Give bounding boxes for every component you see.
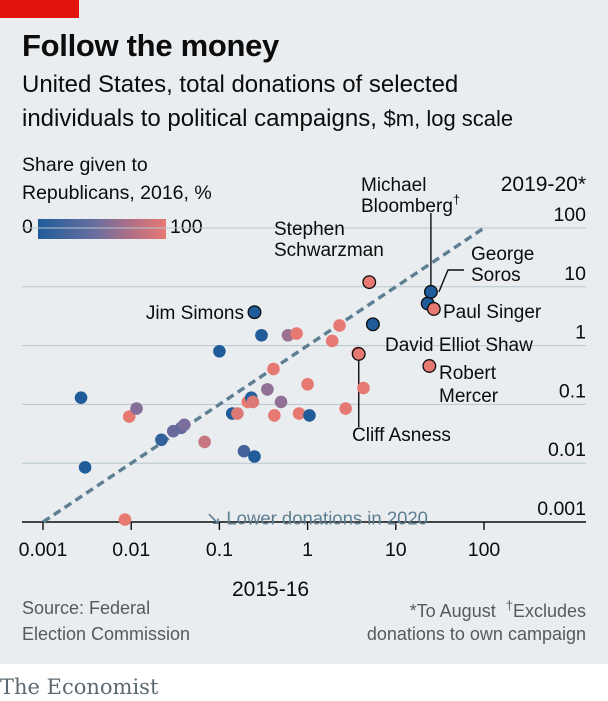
chart-panel xyxy=(0,0,608,664)
data-point-david-elliot-shaw xyxy=(365,317,380,332)
data-point xyxy=(213,344,226,358)
data-point xyxy=(357,381,370,395)
annotation-robert-mercer: Mercer xyxy=(439,386,499,407)
data-point xyxy=(290,327,303,340)
y-tick-label: 1 xyxy=(575,322,586,344)
legend-title-line1: Share given to xyxy=(22,154,148,176)
annotation-michael-bloomberg: Michael xyxy=(361,175,426,196)
data-point xyxy=(130,402,143,415)
data-point xyxy=(292,407,306,420)
annotation-jim-simons: Jim Simons xyxy=(146,303,244,324)
annotation-paul-singer: Paul Singer xyxy=(443,302,542,323)
annotation-george-soros: George xyxy=(471,244,534,265)
data-point xyxy=(178,418,191,432)
x-tick-label: 1 xyxy=(302,539,313,561)
y-tick-label: 100 xyxy=(553,204,586,226)
data-point xyxy=(118,513,132,526)
y-tick-label: 0.001 xyxy=(537,498,586,520)
data-point-jim-simons xyxy=(247,305,262,320)
annotation-stephen-schwarzman: Stephen xyxy=(274,219,345,240)
data-point xyxy=(74,391,88,405)
x-tick-label: 0.1 xyxy=(206,539,233,561)
data-point xyxy=(267,362,280,376)
data-point xyxy=(339,402,352,415)
data-point xyxy=(325,334,339,348)
data-point xyxy=(246,395,260,409)
source-line2: Election Commission xyxy=(22,624,191,644)
annotation-george-soros: Soros xyxy=(471,265,521,286)
annotation-stephen-schwarzman: Schwarzman xyxy=(274,240,384,261)
y-tick-label: 0.01 xyxy=(548,439,586,461)
legend-max-label: 100 xyxy=(170,216,203,238)
footnote-to-august: *To August xyxy=(409,601,496,621)
footnote-line2: donations to own campaign xyxy=(366,624,586,644)
data-point-paul-singer xyxy=(426,302,441,316)
data-point xyxy=(248,450,261,463)
footnote-excludes: Excludes xyxy=(512,601,586,621)
chart-subtitle-unit: $m, log scale xyxy=(383,106,514,131)
data-point xyxy=(122,410,136,423)
scatter-plot: 0.001 0.01 0.1 1 10 100 0.001 0.01 0.1 1 10 100 ↘ Lo… xyxy=(19,175,587,561)
chart-title: Follow the money xyxy=(22,28,279,63)
x-tick-label: 100 xyxy=(468,539,501,561)
data-point xyxy=(155,433,168,447)
data-point-george-soros xyxy=(423,284,438,299)
data-point-robert-mercer xyxy=(422,359,437,373)
legend-color-gradient xyxy=(38,219,166,239)
legend-title-line2: Republicans, 2016, % xyxy=(22,182,212,204)
data-point xyxy=(198,435,211,449)
leader-soros xyxy=(438,269,464,293)
footnote-line1: *To August †Excludes xyxy=(410,598,586,622)
y-axis-title: 2019-20* xyxy=(500,173,586,196)
annotation-david-elliot-shaw: David Elliot Shaw xyxy=(385,335,533,356)
reference-line-label: ↘ Lower donations in 2020 xyxy=(206,508,428,529)
data-point-stephen-schwarzman xyxy=(362,275,377,290)
data-point xyxy=(237,444,251,458)
data-point xyxy=(78,461,92,474)
data-point xyxy=(301,377,314,391)
chart-subtitle-text: individuals to political campaigns, xyxy=(22,105,377,132)
data-point xyxy=(274,395,288,409)
data-point xyxy=(303,409,316,422)
y-tick-label: 0.1 xyxy=(559,380,586,402)
annotation-cliff-asness: Cliff Asness xyxy=(352,425,451,446)
footnote-dagger: † xyxy=(505,598,513,613)
x-tick-label: 0.001 xyxy=(19,539,68,561)
reference-line-equal-donations xyxy=(42,226,485,524)
chart-subtitle-line2: individuals to political campaigns, $m, … xyxy=(22,105,513,133)
legend-min-label: 0 xyxy=(22,216,33,238)
data-point xyxy=(255,328,268,342)
x-tick-label: 0.01 xyxy=(112,539,150,561)
annotation-michael-bloomberg: Bloomberg† xyxy=(361,192,460,217)
data-point xyxy=(333,319,346,332)
x-tick-label: 10 xyxy=(385,539,407,561)
annotation-robert-mercer: Robert xyxy=(439,363,497,384)
data-point xyxy=(231,407,244,420)
source-line1: Source: Federal xyxy=(22,598,151,618)
economist-logo-text: The Economist xyxy=(0,675,159,699)
x-axis-title: 2015-16 xyxy=(232,578,310,601)
data-point xyxy=(268,409,281,422)
data-point xyxy=(261,383,274,396)
chart-subtitle-line1: United States, total donations of select… xyxy=(22,71,459,98)
y-tick-label: 10 xyxy=(564,263,586,285)
data-point-cliff-asness xyxy=(351,347,366,361)
brand-red-bar xyxy=(0,0,79,18)
